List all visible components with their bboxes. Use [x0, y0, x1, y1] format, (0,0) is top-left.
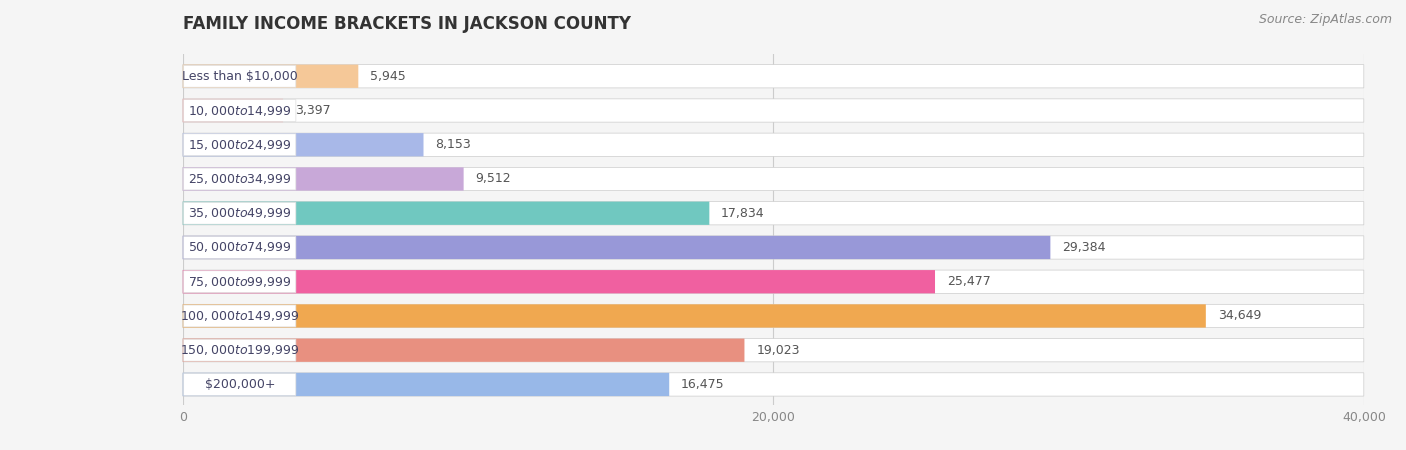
Text: 19,023: 19,023 — [756, 344, 800, 357]
FancyBboxPatch shape — [183, 270, 1364, 293]
Text: 5,945: 5,945 — [370, 70, 406, 83]
Text: FAMILY INCOME BRACKETS IN JACKSON COUNTY: FAMILY INCOME BRACKETS IN JACKSON COUNTY — [183, 15, 631, 33]
FancyBboxPatch shape — [184, 305, 295, 327]
FancyBboxPatch shape — [184, 202, 295, 224]
Text: $75,000 to $99,999: $75,000 to $99,999 — [188, 274, 291, 289]
FancyBboxPatch shape — [184, 99, 295, 122]
Text: $200,000+: $200,000+ — [204, 378, 276, 391]
FancyBboxPatch shape — [184, 339, 295, 361]
Text: $150,000 to $199,999: $150,000 to $199,999 — [180, 343, 299, 357]
FancyBboxPatch shape — [183, 167, 464, 191]
Text: 17,834: 17,834 — [721, 207, 765, 220]
Text: Less than $10,000: Less than $10,000 — [181, 70, 298, 83]
FancyBboxPatch shape — [184, 134, 295, 156]
FancyBboxPatch shape — [183, 236, 1050, 259]
Text: 8,153: 8,153 — [436, 138, 471, 151]
Text: 25,477: 25,477 — [946, 275, 991, 288]
Text: $15,000 to $24,999: $15,000 to $24,999 — [188, 138, 291, 152]
Text: $50,000 to $74,999: $50,000 to $74,999 — [188, 240, 291, 255]
FancyBboxPatch shape — [183, 202, 1364, 225]
Text: $100,000 to $149,999: $100,000 to $149,999 — [180, 309, 299, 323]
Text: $35,000 to $49,999: $35,000 to $49,999 — [188, 206, 291, 220]
Text: 34,649: 34,649 — [1218, 310, 1261, 323]
FancyBboxPatch shape — [183, 373, 1364, 396]
Text: $25,000 to $34,999: $25,000 to $34,999 — [188, 172, 291, 186]
FancyBboxPatch shape — [183, 202, 710, 225]
FancyBboxPatch shape — [183, 133, 423, 157]
FancyBboxPatch shape — [183, 338, 1364, 362]
Text: 3,397: 3,397 — [295, 104, 330, 117]
FancyBboxPatch shape — [183, 373, 669, 396]
FancyBboxPatch shape — [183, 236, 1364, 259]
FancyBboxPatch shape — [183, 270, 935, 293]
Text: Source: ZipAtlas.com: Source: ZipAtlas.com — [1258, 14, 1392, 27]
FancyBboxPatch shape — [184, 65, 295, 87]
FancyBboxPatch shape — [183, 65, 359, 88]
FancyBboxPatch shape — [183, 338, 744, 362]
FancyBboxPatch shape — [184, 374, 295, 396]
FancyBboxPatch shape — [184, 168, 295, 190]
FancyBboxPatch shape — [183, 99, 283, 122]
Text: 16,475: 16,475 — [681, 378, 724, 391]
Text: $10,000 to $14,999: $10,000 to $14,999 — [188, 104, 291, 117]
FancyBboxPatch shape — [184, 237, 295, 258]
FancyBboxPatch shape — [183, 304, 1364, 328]
FancyBboxPatch shape — [183, 65, 1364, 88]
FancyBboxPatch shape — [183, 304, 1206, 328]
FancyBboxPatch shape — [183, 99, 1364, 122]
FancyBboxPatch shape — [184, 271, 295, 292]
Text: 29,384: 29,384 — [1062, 241, 1105, 254]
Text: 9,512: 9,512 — [475, 172, 510, 185]
FancyBboxPatch shape — [183, 167, 1364, 191]
FancyBboxPatch shape — [183, 133, 1364, 157]
